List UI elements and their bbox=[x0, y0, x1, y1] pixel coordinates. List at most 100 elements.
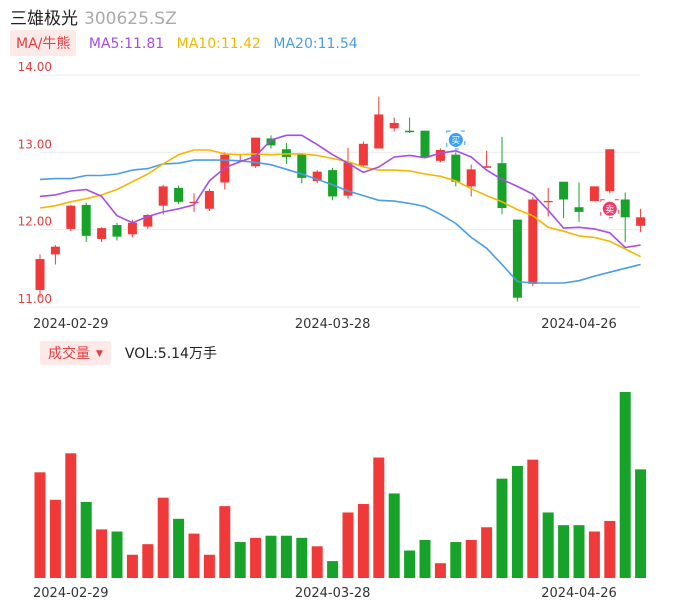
candle-body bbox=[189, 201, 199, 204]
candle-body bbox=[374, 114, 384, 149]
volume-bar bbox=[357, 504, 369, 578]
ma5-line bbox=[39, 134, 641, 249]
x-tick-label: 2024-03-28 bbox=[295, 586, 371, 601]
volume-bar bbox=[542, 512, 554, 578]
volume-bar bbox=[188, 533, 200, 578]
y-tick-label: 13.00 bbox=[18, 137, 52, 151]
volume-bar bbox=[573, 525, 585, 578]
ma20-legend: MA20:11.54 bbox=[273, 36, 358, 52]
ma5-legend: MA5:11.81 bbox=[88, 36, 165, 52]
candle-body bbox=[127, 222, 137, 235]
volume-bar bbox=[373, 457, 385, 578]
ma-legend: MA/牛熊 MA5:11.81 MA10:11.42 MA20:11.54 bbox=[10, 30, 358, 56]
volume-bar bbox=[111, 531, 123, 578]
candle-body bbox=[266, 138, 276, 146]
volume-bar bbox=[250, 537, 262, 578]
stock-title: 三雄极光 300625.SZ bbox=[10, 4, 177, 29]
volume-bar bbox=[219, 506, 231, 578]
candle-body bbox=[620, 199, 630, 218]
volume-bar bbox=[49, 499, 61, 578]
volume-bar bbox=[126, 554, 138, 578]
x-tick-label: 2024-02-29 bbox=[33, 317, 109, 332]
x-tick-label: 2024-03-28 bbox=[295, 317, 371, 332]
volume-bar bbox=[96, 529, 108, 578]
ma-indicator-toggle[interactable]: MA/牛熊 bbox=[10, 30, 77, 56]
candle-body bbox=[636, 217, 646, 226]
volume-bar bbox=[234, 542, 246, 578]
volume-bar bbox=[619, 392, 631, 578]
volume-bar bbox=[419, 539, 431, 578]
candle-body bbox=[112, 225, 122, 237]
volume-bar bbox=[465, 539, 477, 578]
dropdown-arrow-icon: ▼ bbox=[96, 349, 103, 359]
volume-bar bbox=[80, 501, 92, 578]
volume-bar bbox=[296, 537, 308, 578]
candle-body bbox=[97, 228, 107, 239]
stock-code: 300625.SZ bbox=[84, 9, 177, 29]
candle-body bbox=[174, 187, 184, 202]
x-tick-label: 2024-02-29 bbox=[33, 586, 109, 601]
volume-bar bbox=[635, 469, 647, 578]
volume-bar bbox=[142, 544, 154, 578]
volume-bar bbox=[558, 525, 570, 578]
candle-body bbox=[512, 219, 522, 298]
candle-body bbox=[251, 137, 261, 167]
candle-body bbox=[158, 186, 168, 206]
volume-bar bbox=[34, 472, 46, 578]
ma10-legend: MA10:11.42 bbox=[176, 36, 261, 52]
volume-value: VOL:5.14万手 bbox=[124, 346, 217, 362]
volume-bar bbox=[265, 535, 277, 578]
candle-body bbox=[204, 191, 214, 209]
y-tick-label: 14.00 bbox=[18, 60, 52, 74]
candle-body bbox=[574, 207, 584, 212]
x-tick-label: 2024-04-26 bbox=[541, 317, 617, 332]
volume-bar bbox=[342, 512, 354, 578]
sell-marker: 卖 bbox=[600, 199, 620, 219]
sell-marker-badge bbox=[602, 201, 617, 216]
candle-body bbox=[559, 181, 569, 200]
candle-body bbox=[50, 246, 60, 255]
candle-body bbox=[358, 143, 368, 166]
volume-bar bbox=[173, 518, 185, 578]
ma20-line bbox=[39, 159, 641, 284]
y-tick-label: 12.00 bbox=[18, 215, 52, 229]
volume-bar bbox=[496, 478, 508, 578]
ma10-line bbox=[39, 149, 641, 258]
volume-bar bbox=[527, 459, 539, 578]
candle-body bbox=[328, 170, 338, 197]
sell-marker-label: 卖 bbox=[605, 204, 614, 215]
candle-body bbox=[451, 154, 461, 182]
buy-marker: 买 bbox=[446, 130, 466, 150]
stock-name: 三雄极光 bbox=[10, 9, 78, 29]
volume-indicator-label: 成交量 bbox=[48, 346, 90, 362]
volume-bar bbox=[450, 542, 462, 578]
volume-bar bbox=[588, 531, 600, 578]
candle-body bbox=[420, 130, 430, 158]
candle-body bbox=[528, 199, 538, 284]
candle-body bbox=[482, 166, 492, 168]
candle-body bbox=[466, 169, 476, 187]
candle-body bbox=[297, 153, 307, 178]
candle-body bbox=[35, 259, 45, 290]
candle-body bbox=[405, 130, 415, 133]
candle-body bbox=[589, 186, 599, 202]
volume-bar bbox=[280, 535, 292, 578]
candle-body bbox=[389, 122, 399, 129]
volume-bar bbox=[434, 563, 446, 578]
buy-marker-frame bbox=[446, 130, 466, 150]
candle-body bbox=[435, 150, 445, 161]
candle-body bbox=[497, 163, 507, 209]
volume-bar bbox=[157, 497, 169, 578]
volume-bar bbox=[203, 554, 215, 578]
volume-bar bbox=[481, 527, 493, 578]
volume-bar bbox=[388, 493, 400, 578]
volume-bar bbox=[511, 465, 523, 578]
volume-indicator-dropdown[interactable]: 成交量 ▼ bbox=[40, 341, 111, 365]
candle-body bbox=[66, 205, 76, 229]
candle-body bbox=[343, 162, 353, 196]
candle-body bbox=[81, 204, 91, 236]
candle-body bbox=[312, 171, 322, 181]
volume-legend: 成交量 ▼ VOL:5.14万手 bbox=[40, 341, 217, 365]
volume-bar bbox=[311, 546, 323, 578]
